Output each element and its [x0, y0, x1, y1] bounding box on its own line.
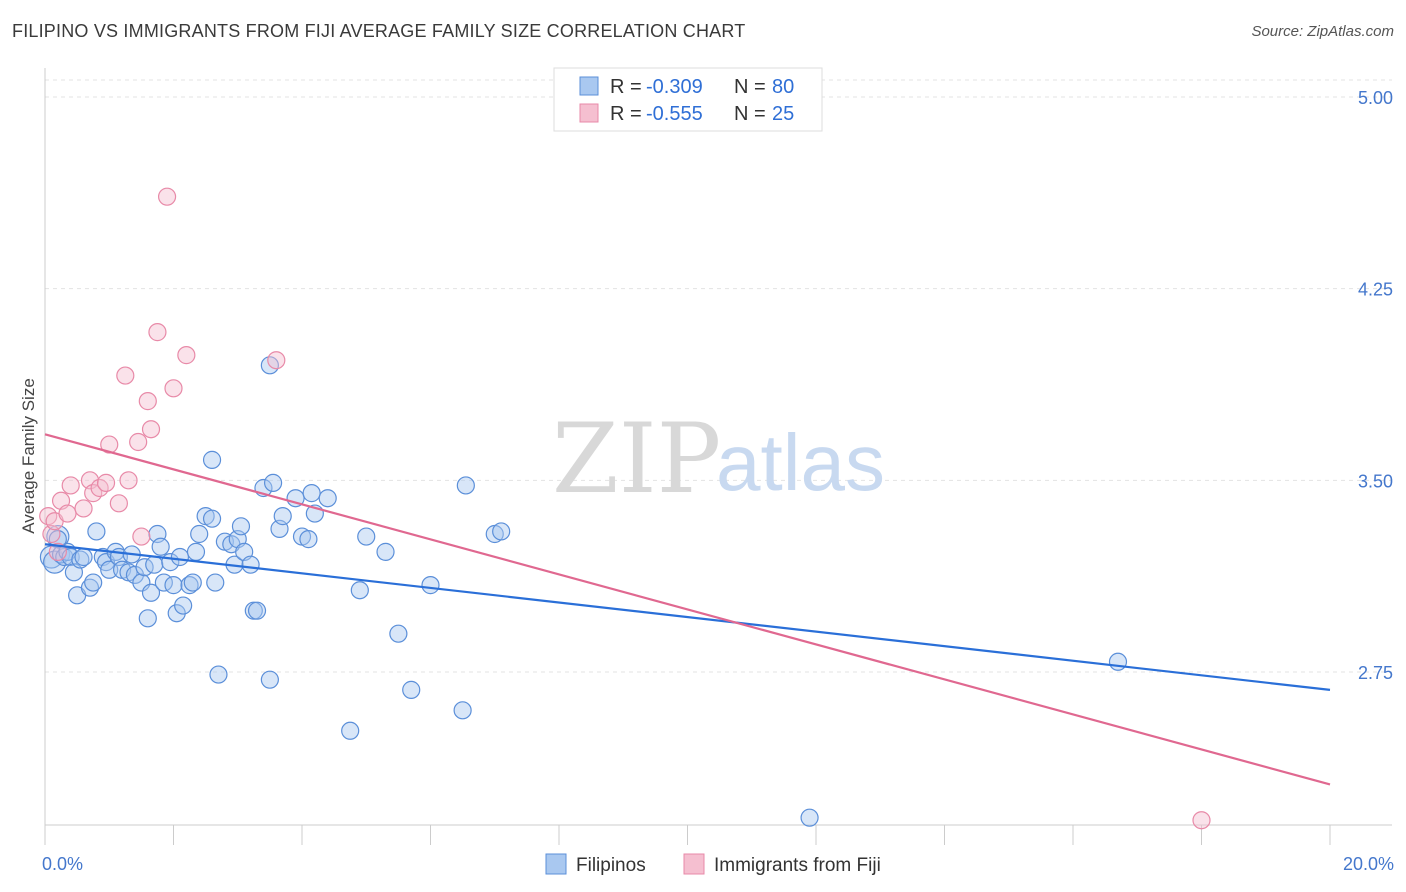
- filipinos-point: [151, 537, 170, 556]
- legend-swatch-fiji: [579, 103, 599, 123]
- y-tick-labels: 2.75 3.50 4.25 5.00: [1358, 88, 1393, 683]
- filipinos-point: [87, 522, 106, 541]
- filipinos-point: [456, 476, 475, 495]
- legend-n-value-1: 80: [772, 76, 794, 98]
- filipinos-point: [209, 665, 228, 684]
- y-tick-label-0: 2.75: [1358, 663, 1393, 683]
- y-tick-label-2: 4.25: [1358, 280, 1393, 300]
- fiji-point: [74, 499, 93, 518]
- y-axis-label: Average Family Size: [19, 378, 38, 534]
- fiji-point: [157, 187, 177, 206]
- filipinos-point: [357, 527, 376, 546]
- filipinos-point: [138, 609, 157, 628]
- legend: R = -0.309 N = 80 R = -0.555 N = 25: [553, 67, 823, 132]
- filipinos-point: [421, 576, 440, 595]
- filipinos-point: [170, 547, 190, 567]
- filipinos-point: [318, 489, 337, 508]
- fiji-point: [119, 471, 138, 490]
- filipinos-point: [376, 542, 395, 561]
- bottom-legend-swatch-filipinos: [545, 853, 567, 875]
- fiji-point: [116, 366, 135, 385]
- fiji-point: [129, 432, 148, 452]
- filipinos-point: [350, 581, 369, 600]
- filipinos-point: [100, 560, 119, 579]
- filipinos-point: [174, 596, 193, 615]
- filipinos-point: [164, 576, 183, 595]
- filipinos-point: [299, 530, 318, 549]
- legend-n-label-2: N =: [734, 103, 766, 125]
- fiji-point: [61, 476, 80, 495]
- filipinos-point: [80, 578, 100, 597]
- fiji-point: [96, 473, 116, 492]
- filipinos-point: [206, 573, 225, 592]
- watermark-zip: ZIP: [552, 403, 721, 515]
- filipinos-point: [241, 555, 260, 574]
- filipinos-point: [492, 522, 511, 541]
- fiji-trendline: [44, 433, 1331, 786]
- legend-n-label-1: N =: [734, 76, 766, 98]
- filipinos-point: [186, 542, 206, 561]
- watermark: ZIP atlas: [552, 403, 885, 515]
- filipinos-point: [183, 573, 202, 592]
- fiji-point: [267, 351, 286, 370]
- filipinos-point: [453, 701, 472, 720]
- x-tick-label-0: 0.0%: [42, 854, 83, 874]
- legend-box: [553, 67, 823, 132]
- bottom-legend-filipinos: Filipinos: [576, 855, 646, 876]
- filipinos-point: [141, 583, 161, 602]
- legend-r-label-2: R =: [610, 103, 642, 125]
- legend-n-value-2: 25: [772, 103, 794, 125]
- filipinos-point: [341, 721, 360, 740]
- legend-r-value-1: -0.309: [646, 76, 703, 98]
- fiji-point: [109, 494, 128, 513]
- filipinos-point: [800, 808, 819, 827]
- filipinos-point: [202, 509, 222, 528]
- fiji-point: [48, 542, 67, 561]
- bottom-legend-swatch-fiji: [683, 853, 705, 875]
- source-label: Source: ZipAtlas.com: [1251, 23, 1394, 40]
- legend-r-label-1: R =: [610, 76, 642, 98]
- axes: [44, 68, 1392, 845]
- filipinos-point: [1108, 652, 1128, 671]
- y-tick-label-3: 5.00: [1358, 88, 1393, 108]
- filipinos-point: [180, 576, 199, 595]
- series-fiji-points: [39, 187, 1211, 830]
- filipinos-point: [389, 624, 408, 643]
- legend-r-value-2: -0.555: [646, 103, 703, 125]
- filipinos-trendline: [44, 543, 1331, 691]
- filipinos-point: [145, 555, 164, 574]
- fiji-point: [177, 346, 196, 365]
- filipinos-point: [74, 547, 93, 567]
- chart-title: FILIPINO VS IMMIGRANTS FROM FIJI AVERAGE…: [12, 21, 746, 41]
- y-tick-label-1: 3.50: [1358, 471, 1393, 491]
- legend-swatch-filipinos: [579, 76, 599, 96]
- fiji-point: [1192, 811, 1211, 830]
- fiji-point: [100, 435, 119, 454]
- fiji-point: [138, 392, 157, 411]
- filipinos-point: [302, 484, 321, 503]
- watermark-atlas: atlas: [716, 418, 885, 507]
- fiji-point: [148, 323, 167, 342]
- filipinos-point: [190, 524, 209, 544]
- x-tick-labels: 0.0% 20.0%: [42, 854, 1394, 874]
- filipinos-point: [263, 473, 283, 492]
- fiji-point: [132, 527, 151, 546]
- trendlines: [44, 433, 1331, 786]
- filipinos-point: [202, 450, 222, 469]
- bottom-legend-fiji: Immigrants from Fiji: [714, 855, 881, 876]
- bottom-legend: Filipinos Immigrants from Fiji: [545, 853, 881, 876]
- filipinos-point: [273, 507, 292, 526]
- filipinos-point: [260, 670, 279, 689]
- fiji-point: [164, 379, 183, 398]
- filipinos-point: [247, 601, 267, 620]
- gridlines: [45, 79, 1392, 673]
- fiji-point: [58, 504, 77, 523]
- filipinos-point: [84, 573, 103, 592]
- filipinos-point: [402, 680, 421, 699]
- filipinos-point: [71, 550, 90, 569]
- filipinos-point: [231, 517, 251, 536]
- fiji-point: [141, 420, 161, 439]
- x-tick-label-1: 20.0%: [1343, 854, 1394, 874]
